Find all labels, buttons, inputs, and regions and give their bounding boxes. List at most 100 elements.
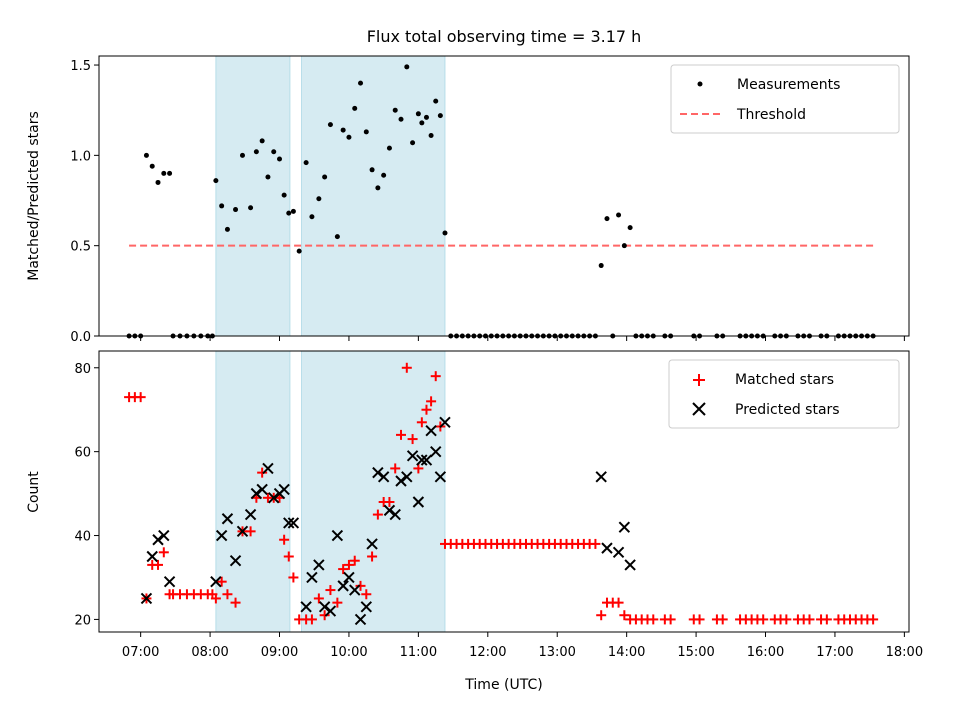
predicted-star-point bbox=[401, 471, 413, 483]
top-y-tick-label: 0.5 bbox=[70, 240, 91, 255]
predicted-star-point bbox=[146, 550, 158, 563]
measurement-point bbox=[316, 196, 322, 202]
matched-star-point bbox=[325, 585, 336, 596]
chart-title: Flux total observing time = 3.17 h bbox=[367, 27, 642, 46]
measurement-point bbox=[290, 208, 296, 214]
measurement-point bbox=[233, 207, 239, 213]
legend-threshold-label: Threshold bbox=[736, 107, 806, 123]
predicted-star-point bbox=[236, 525, 249, 538]
matched-star-point bbox=[135, 392, 146, 403]
x-tick-label: 18:00 bbox=[886, 645, 923, 660]
predicted-star-point bbox=[349, 584, 361, 596]
measurement-point bbox=[161, 170, 167, 176]
matched-star-point bbox=[416, 417, 427, 428]
measurement-point bbox=[219, 203, 225, 209]
measurement-point bbox=[415, 111, 421, 117]
measurement-point bbox=[369, 167, 375, 173]
predicted-star-point bbox=[331, 529, 344, 542]
top-y-tick-label: 1.5 bbox=[70, 59, 91, 74]
predicted-star-point bbox=[256, 483, 268, 496]
predicted-star-point bbox=[300, 601, 312, 613]
matched-star-point bbox=[306, 614, 317, 625]
top-shaded-interval bbox=[215, 55, 291, 337]
matched-star-point bbox=[648, 614, 659, 625]
bottom-y-tick-label: 60 bbox=[74, 446, 91, 461]
x-tick-label: 13:00 bbox=[538, 645, 575, 660]
matched-star-point bbox=[361, 589, 372, 600]
matched-star-point bbox=[283, 551, 294, 562]
x-tick-label: 14:00 bbox=[608, 645, 645, 660]
predicted-star-point bbox=[434, 471, 447, 483]
matched-star-point bbox=[367, 551, 378, 562]
matched-star-point bbox=[390, 463, 401, 474]
legend-matched-label: Matched stars bbox=[735, 372, 834, 388]
measurement-point bbox=[346, 134, 352, 140]
top-legend-frame bbox=[670, 64, 900, 134]
measurement-point bbox=[352, 105, 358, 111]
measurement-point bbox=[437, 113, 443, 119]
predicted-star-point bbox=[306, 571, 318, 584]
predicted-star-point bbox=[395, 475, 407, 487]
top-y-axis-label: Matched/Predicted stars bbox=[26, 111, 42, 281]
bottom-shaded-interval bbox=[301, 350, 446, 633]
predicted-star-point bbox=[624, 559, 636, 571]
measurement-point bbox=[271, 149, 277, 155]
matched-star-point bbox=[257, 467, 268, 478]
predicted-star-point bbox=[360, 601, 373, 613]
predicted-star-point bbox=[313, 559, 325, 571]
predicted-star-point bbox=[595, 471, 607, 483]
legend-predicted-label: Predicted stars bbox=[735, 402, 840, 418]
bottom-legend-frame bbox=[668, 359, 900, 429]
matched-star-point bbox=[216, 576, 227, 587]
predicted-star-point bbox=[354, 613, 367, 626]
matched-star-point bbox=[804, 614, 815, 625]
top-shaded-interval bbox=[301, 55, 446, 337]
bottom-legend: Matched stars Predicted stars bbox=[668, 359, 900, 429]
measurement-point bbox=[334, 234, 340, 240]
legend-measurements-label: Measurements bbox=[737, 77, 840, 93]
predicted-star-point bbox=[229, 554, 242, 567]
predicted-star-point bbox=[337, 580, 349, 592]
x-tick-label: 11:00 bbox=[400, 645, 437, 660]
matched-star-point bbox=[313, 593, 324, 604]
predicted-star-point bbox=[439, 416, 451, 429]
predicted-star-point bbox=[343, 571, 355, 584]
x-tick-label: 09:00 bbox=[261, 645, 298, 660]
measurement-point bbox=[277, 156, 283, 162]
bottom-x-ticks: 07:00 08:00 09:00 10:00 11:00 12:00 13:00 14:00… bbox=[122, 632, 923, 660]
matched-star-point bbox=[319, 610, 330, 621]
matched-star-point bbox=[590, 538, 601, 549]
legend-predicted-marker bbox=[692, 402, 706, 416]
matched-star-point bbox=[349, 555, 360, 566]
matched-star-point bbox=[230, 597, 241, 608]
bottom-panel: 20 40 60 80 07:00 08:00 09:00 10:00 11:00 12:00 1… bbox=[26, 350, 923, 693]
measurement-point bbox=[616, 212, 622, 218]
bottom-y-tick-label: 40 bbox=[74, 530, 91, 545]
matched-star-point bbox=[781, 614, 792, 625]
predicted-star-point bbox=[158, 529, 170, 542]
measurement-point bbox=[167, 170, 173, 176]
measurement-point bbox=[604, 216, 610, 222]
x-tick-label: 08:00 bbox=[191, 645, 228, 660]
matched-star-point bbox=[332, 597, 343, 608]
measurement-point bbox=[410, 140, 416, 146]
legend-measurements-marker bbox=[697, 81, 703, 87]
measurement-point bbox=[340, 127, 346, 133]
predicted-stars-points bbox=[140, 416, 636, 626]
predicted-star-point bbox=[372, 466, 384, 479]
measurement-point bbox=[265, 174, 271, 180]
matched-star-point bbox=[158, 547, 169, 558]
measurement-point bbox=[433, 98, 439, 104]
matched-star-point bbox=[665, 614, 676, 625]
measurement-point bbox=[259, 138, 265, 144]
legend-matched-marker bbox=[693, 374, 705, 386]
top-x-ticks bbox=[140, 336, 905, 341]
bottom-y-axis-label: Count bbox=[26, 471, 42, 513]
measurement-point bbox=[281, 192, 287, 198]
predicted-star-point bbox=[152, 534, 164, 546]
matched-star-point bbox=[210, 593, 221, 604]
matched-star-point bbox=[222, 589, 233, 600]
matched-star-point bbox=[413, 463, 424, 474]
measurement-point bbox=[327, 122, 333, 128]
matched-star-point bbox=[343, 559, 354, 570]
